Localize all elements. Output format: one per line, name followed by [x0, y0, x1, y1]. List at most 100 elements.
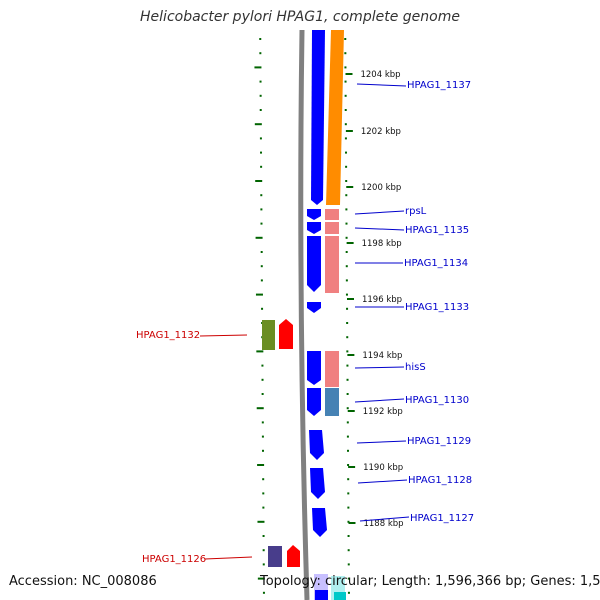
left-track-major-tick: [255, 180, 263, 182]
left-track-minor-tick: [259, 80, 262, 83]
cds-hpag1-1130[interactable]: [307, 388, 321, 416]
label-hpag1-1133[interactable]: HPAG1_1133: [405, 302, 469, 313]
right-track-minor-tick: [347, 506, 350, 509]
kbp-tick-label: 1192 kbp: [363, 407, 403, 417]
kbp-tick-mark: [347, 354, 355, 356]
track-rpsl[interactable]: [325, 209, 339, 220]
cds-rpsl[interactable]: [307, 209, 321, 220]
right-track-major-tick: [344, 123, 347, 126]
left-track-major-tick: [257, 577, 265, 580]
track-bottom-cyan-2: [334, 592, 346, 600]
right-track-minor-tick: [345, 279, 348, 282]
kbp-tick-label: 1188 kbp: [363, 519, 403, 529]
left-track-major-tick: [257, 464, 265, 466]
cds-hpag1-1135[interactable]: [307, 222, 321, 234]
kbp-tick-mark: [345, 73, 353, 75]
left-track-minor-tick: [262, 563, 265, 566]
label-hiss[interactable]: hisS: [405, 362, 426, 373]
right-track-minor-tick: [345, 222, 348, 225]
label-hpag1-1137[interactable]: HPAG1_1137: [407, 80, 471, 91]
right-track-minor-tick: [345, 165, 348, 168]
leader-hpag1-1130: [354, 398, 405, 403]
kbp-tick-label: 1194 kbp: [362, 351, 402, 361]
left-track-major-tick: [255, 236, 263, 239]
left-track-minor-tick: [260, 279, 263, 282]
right-track-minor-tick: [347, 591, 350, 594]
accession-text: Accession: NC_008086: [9, 574, 157, 589]
label-hpag1-1132[interactable]: HPAG1_1132: [136, 330, 200, 341]
right-track-minor-tick: [346, 378, 349, 381]
right-track-minor-tick: [344, 38, 347, 40]
right-track-major-tick: [347, 520, 350, 523]
right-track-major-tick: [347, 577, 350, 580]
kbp-tick-label: 1196 kbp: [362, 295, 402, 305]
leader-hpag1-1128: [357, 479, 408, 484]
left-track-minor-tick: [260, 151, 263, 154]
gene-hpag1-1132[interactable]: [279, 319, 293, 349]
left-track-minor-tick: [260, 251, 263, 253]
left-track-major-tick: [256, 350, 264, 353]
left-track-major-tick: [255, 293, 263, 296]
cds-hpag1-1127[interactable]: [312, 508, 327, 537]
track-hpag1-1132[interactable]: [262, 320, 275, 350]
right-track-minor-tick: [344, 94, 347, 97]
label-rpsl[interactable]: rpsL: [405, 206, 427, 217]
cds-hpag1-1133[interactable]: [307, 302, 321, 313]
right-track-major-tick: [346, 350, 349, 353]
cds-hiss[interactable]: [307, 351, 321, 385]
label-hpag1-1129[interactable]: HPAG1_1129: [407, 436, 471, 447]
kbp-tick-mark: [346, 186, 354, 188]
cds-hpag1-1129[interactable]: [309, 430, 324, 460]
track-hpag1-1126[interactable]: [268, 546, 282, 567]
track-hpag1-1130[interactable]: [325, 388, 339, 416]
left-track-minor-tick: [261, 449, 264, 452]
label-hpag1-1130[interactable]: HPAG1_1130: [405, 395, 469, 406]
gene-hpag1-1126[interactable]: [287, 545, 300, 567]
kbp-tick-mark: [346, 298, 354, 300]
left-track-minor-tick: [260, 165, 263, 168]
right-track-major-tick: [346, 407, 349, 410]
right-track-minor-tick: [347, 478, 350, 481]
left-track-major-tick: [254, 66, 262, 69]
right-track-minor-tick: [344, 80, 347, 83]
left-track-minor-tick: [259, 94, 262, 97]
gene-bar-top[interactable]: [326, 30, 344, 205]
cds-hpag1-1134[interactable]: [307, 236, 321, 292]
leader-hpag1-1127: [359, 516, 410, 522]
kbp-tick-mark: [348, 466, 356, 468]
right-track-minor-tick: [344, 137, 347, 140]
label-hpag1-1126[interactable]: HPAG1_1126: [142, 554, 206, 565]
kbp-tick-label: 1190 kbp: [363, 463, 403, 473]
cds-hpag1-1128[interactable]: [310, 468, 325, 499]
genome-backbone: [298, 29, 310, 600]
map-title: Helicobacter pylori HPAG1, complete geno…: [140, 9, 460, 25]
left-track-minor-tick: [261, 435, 264, 438]
right-track-major-tick: [345, 293, 348, 296]
right-track-minor-tick: [346, 449, 349, 452]
kbp-tick-label: 1204 kbp: [360, 70, 400, 80]
label-hpag1-1128[interactable]: HPAG1_1128: [408, 475, 472, 486]
left-track-minor-tick: [261, 307, 264, 310]
right-track-minor-tick: [346, 336, 349, 339]
cds-forward-top[interactable]: [311, 30, 325, 205]
label-hpag1-1127[interactable]: HPAG1_1127: [410, 513, 474, 524]
left-track-minor-tick: [259, 109, 262, 111]
right-tick-track: [344, 38, 350, 594]
right-track-major-tick: [345, 180, 348, 182]
right-track-minor-tick: [345, 265, 348, 268]
left-track-major-tick: [254, 123, 262, 126]
right-track-minor-tick: [344, 109, 347, 111]
right-track-minor-tick: [346, 421, 349, 424]
left-track-minor-tick: [260, 265, 263, 268]
track-hpag1-1135[interactable]: [325, 222, 339, 234]
label-hpag1-1134[interactable]: HPAG1_1134: [404, 258, 468, 269]
track-hiss[interactable]: [325, 351, 339, 387]
kbp-tick-mark: [347, 410, 355, 412]
label-leaders: [199, 83, 410, 560]
track-hpag1-1134[interactable]: [325, 236, 339, 293]
left-track-minor-tick: [262, 506, 265, 509]
right-track-major-tick: [347, 464, 350, 466]
right-track-minor-tick: [346, 307, 349, 310]
label-hpag1-1135[interactable]: HPAG1_1135: [405, 225, 469, 236]
right-track-minor-tick: [347, 563, 350, 566]
